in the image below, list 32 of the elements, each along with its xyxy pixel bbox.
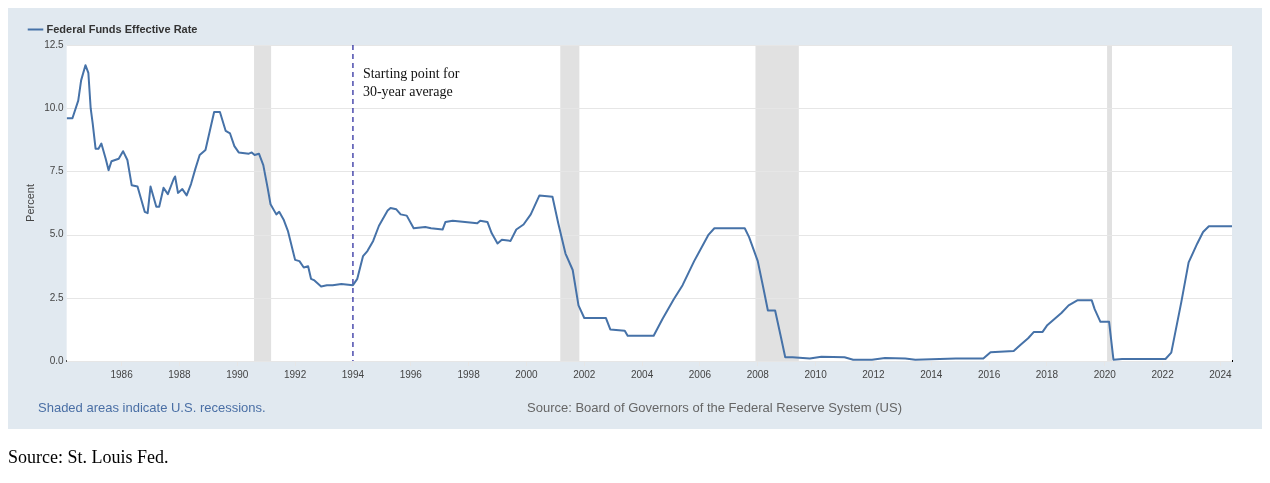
x-tick-label: 1986 — [110, 368, 134, 380]
x-tick-label: 2008 — [746, 368, 770, 380]
y-axis-title: Percent — [23, 184, 36, 222]
x-tick-label: 1992 — [283, 368, 307, 380]
x-tick-label: 2016 — [977, 368, 1001, 380]
y-tick-label: 7.5 — [49, 165, 65, 177]
x-tick-label: 2010 — [804, 368, 828, 380]
x-tick-label: 2000 — [515, 368, 538, 380]
x-tick-label: 1998 — [457, 368, 481, 380]
x-tick-label: 1994 — [341, 368, 365, 380]
x-tick-label: 1990 — [226, 368, 249, 380]
x-tick-label: 2012 — [862, 368, 885, 380]
x-tick-label: 2018 — [1035, 368, 1059, 380]
x-tick-label: 2022 — [1151, 368, 1175, 380]
y-tick-label: 5.0 — [49, 228, 65, 240]
x-tick-label: 1996 — [399, 368, 423, 380]
x-tick-label: 2004 — [630, 368, 654, 380]
x-tick-label: 2002 — [573, 368, 596, 380]
source-note: Source: Board of Governors of the Federal Reserve System (US) — [527, 400, 902, 415]
x-tick-label: 2006 — [688, 368, 712, 380]
ref-line-label: Starting point for 30-year average — [362, 65, 460, 99]
y-tick-label: 12.5 — [44, 38, 65, 50]
x-tick-label: 2024 — [1209, 368, 1232, 380]
y-tick-label: 2.5 — [49, 291, 65, 303]
x-tick-label: 2020 — [1093, 368, 1117, 380]
y-tick-label: 10.0 — [44, 101, 65, 113]
legend-label: Federal Funds Effective Rate — [46, 22, 198, 35]
text: Shaded areas indicate U.S. recessions. — [38, 400, 266, 415]
source-note: Source: St. Louis Fed. — [8, 447, 170, 468]
x-tick-label: 1988 — [168, 368, 191, 380]
x-tick-label: 2014 — [920, 368, 943, 380]
y-tick-label: 0.0 — [49, 354, 65, 366]
